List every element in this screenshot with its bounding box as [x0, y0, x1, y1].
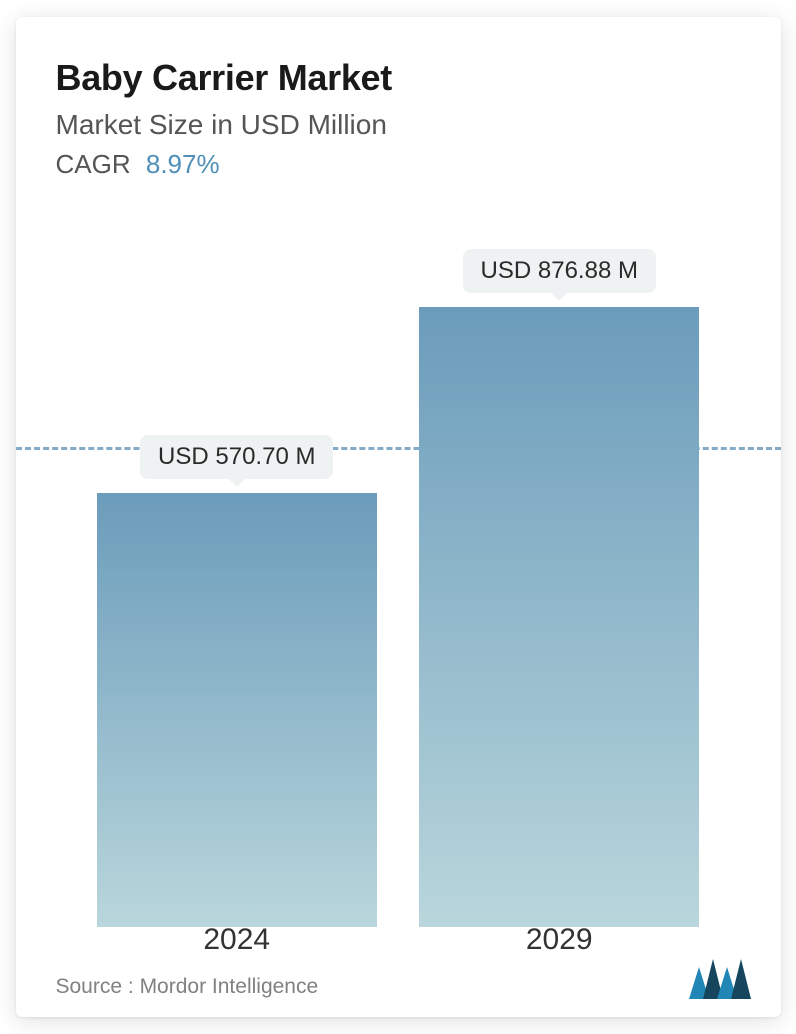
source-label: Source : — [56, 975, 134, 998]
year-label-1: 2029 — [419, 923, 699, 957]
value-label-1: USD 876.88 M — [463, 249, 656, 293]
bars-container: USD 570.70 M USD 876.88 M — [16, 227, 781, 927]
chart-plot-area: USD 570.70 M USD 876.88 M — [16, 227, 781, 927]
source-name: Mordor Intelligence — [140, 975, 319, 998]
chart-subtitle: Market Size in USD Million — [56, 109, 741, 141]
source-line: Source : Mordor Intelligence — [56, 975, 319, 999]
bar-group-1: USD 876.88 M — [419, 249, 699, 927]
bar-1 — [419, 307, 699, 927]
bar-group-0: USD 570.70 M — [97, 435, 377, 927]
chart-title: Baby Carrier Market — [56, 57, 741, 99]
value-label-0: USD 570.70 M — [140, 435, 333, 479]
cagr-line: CAGR 8.97% — [56, 149, 741, 180]
chart-card: Baby Carrier Market Market Size in USD M… — [16, 17, 781, 1017]
footer: Source : Mordor Intelligence — [56, 959, 751, 999]
x-axis-labels: 2024 2029 — [16, 923, 781, 957]
bar-0 — [97, 493, 377, 927]
mordor-logo-icon — [689, 959, 751, 999]
cagr-label: CAGR — [56, 149, 131, 179]
year-label-0: 2024 — [97, 923, 377, 957]
cagr-value: 8.97% — [146, 149, 220, 179]
